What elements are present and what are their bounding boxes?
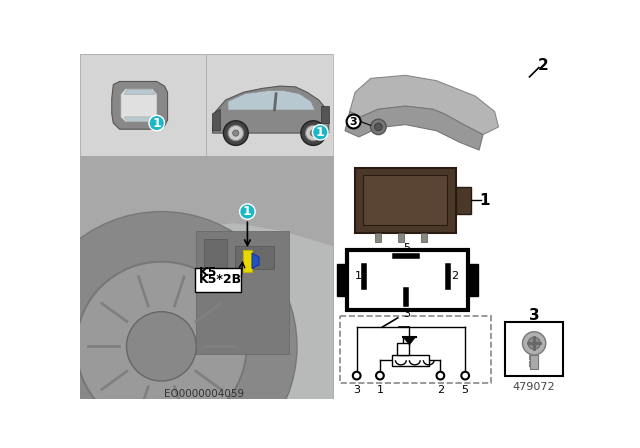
Bar: [363, 176, 447, 225]
Text: 1: 1: [152, 116, 161, 129]
Text: 1: 1: [243, 205, 252, 218]
Circle shape: [223, 121, 248, 146]
Bar: [204, 238, 227, 269]
Circle shape: [461, 372, 469, 379]
Text: EO0000004059: EO0000004059: [164, 389, 244, 399]
Bar: [456, 187, 472, 214]
Bar: [195, 268, 241, 293]
Bar: [392, 355, 429, 366]
Bar: [374, 233, 381, 242]
Bar: [80, 54, 333, 399]
Polygon shape: [80, 156, 333, 269]
Circle shape: [149, 116, 164, 131]
Text: 479072: 479072: [513, 382, 556, 392]
Text: 3: 3: [403, 309, 410, 319]
Bar: [333, 54, 576, 399]
Bar: [337, 264, 348, 296]
Bar: [243, 250, 252, 271]
Text: 2: 2: [451, 271, 458, 281]
Text: 3: 3: [353, 385, 360, 395]
Circle shape: [436, 372, 444, 379]
Bar: [397, 233, 404, 242]
Bar: [397, 343, 410, 355]
Circle shape: [305, 125, 321, 141]
Circle shape: [371, 119, 386, 134]
Bar: [340, 315, 491, 383]
Text: K5: K5: [198, 266, 217, 279]
Circle shape: [376, 372, 384, 379]
Bar: [348, 250, 467, 310]
Polygon shape: [124, 89, 155, 95]
Circle shape: [347, 115, 360, 129]
Polygon shape: [403, 337, 415, 345]
Bar: [531, 355, 538, 369]
Circle shape: [228, 125, 244, 141]
Bar: [206, 54, 333, 156]
Polygon shape: [345, 106, 483, 150]
Polygon shape: [228, 90, 315, 110]
Circle shape: [239, 204, 255, 220]
Bar: [421, 233, 428, 242]
Text: 1: 1: [376, 385, 383, 395]
Polygon shape: [121, 89, 157, 121]
Circle shape: [26, 211, 297, 448]
Circle shape: [312, 125, 328, 140]
Circle shape: [310, 130, 316, 136]
Circle shape: [522, 332, 546, 355]
Bar: [505, 322, 563, 375]
Bar: [355, 168, 456, 233]
Polygon shape: [212, 109, 220, 131]
Polygon shape: [112, 82, 168, 129]
Bar: [235, 246, 274, 269]
Bar: [80, 54, 206, 156]
Circle shape: [233, 130, 239, 136]
Polygon shape: [252, 253, 259, 269]
Text: 1: 1: [479, 193, 490, 207]
Circle shape: [127, 312, 196, 381]
Circle shape: [76, 262, 246, 431]
Text: 1: 1: [316, 126, 324, 139]
Circle shape: [301, 121, 326, 146]
Polygon shape: [349, 75, 499, 134]
Bar: [196, 231, 289, 354]
Text: 3: 3: [529, 308, 540, 323]
Polygon shape: [124, 117, 155, 121]
Text: 5: 5: [403, 243, 410, 253]
Bar: [467, 264, 478, 296]
Text: 5: 5: [461, 385, 468, 395]
Bar: [80, 156, 333, 399]
Circle shape: [528, 337, 540, 349]
Text: 2: 2: [538, 58, 549, 73]
Text: 1: 1: [355, 271, 362, 281]
Circle shape: [374, 123, 382, 131]
Polygon shape: [212, 86, 329, 133]
Text: 2: 2: [437, 385, 444, 395]
Text: 3: 3: [350, 116, 357, 126]
Polygon shape: [321, 106, 329, 123]
Text: K5*2B: K5*2B: [198, 273, 242, 286]
Circle shape: [353, 372, 360, 379]
